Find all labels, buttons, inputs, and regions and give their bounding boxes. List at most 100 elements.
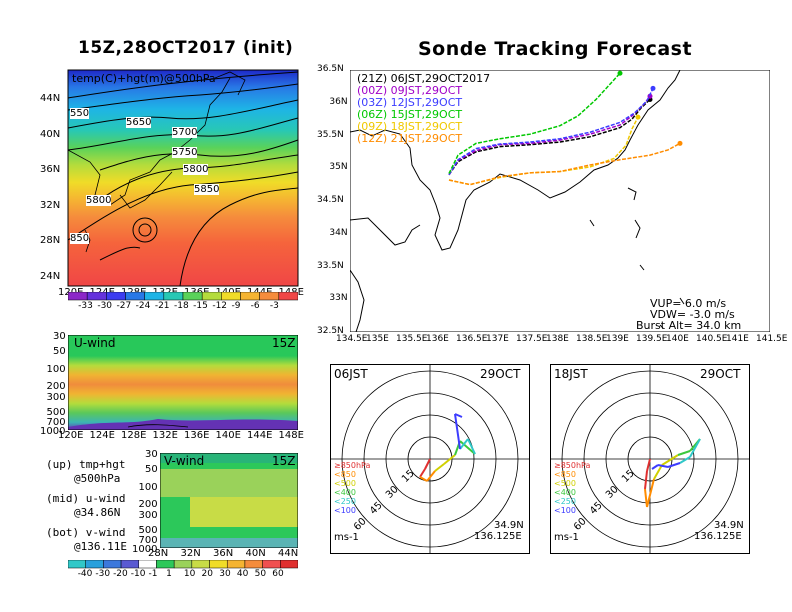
colorbar-label: -21 — [154, 301, 170, 311]
note-up-sub: @500hPa — [74, 472, 121, 485]
track-line-1 — [448, 95, 651, 176]
hodo-segment — [459, 440, 476, 455]
lon-tick-label: 141.5E — [756, 334, 788, 344]
lon-tick-label: 137E — [486, 334, 509, 344]
hodo-legend-entry: ≥850hPa — [554, 461, 591, 470]
colorbar-swatch — [226, 560, 246, 569]
colorbar-label: -12 — [212, 301, 228, 311]
map500-panel — [67, 69, 299, 287]
hodo-segment — [651, 464, 659, 470]
hodo-unit: ms-1 — [334, 532, 359, 543]
track-line-5 — [448, 142, 681, 186]
colorbar-swatch — [163, 292, 184, 301]
vwind-time: 15Z — [272, 454, 296, 468]
lon-tick-label: 139E — [606, 334, 629, 344]
hodograph-panel — [550, 364, 750, 554]
colorbar-label: -9 — [231, 301, 241, 311]
note-mid: (mid) u-wind — [46, 492, 126, 505]
lat-tick-label: 36N — [40, 164, 61, 175]
lat-tick-label: 33.5N — [317, 260, 344, 271]
lat-tick-label: 40N — [40, 128, 61, 140]
colorbar-swatch — [120, 560, 140, 569]
pressure-tick-label: 30 — [145, 449, 158, 460]
contour-label: 5800 — [86, 195, 112, 206]
hodo-segment — [679, 456, 691, 464]
hodo-segment — [426, 470, 436, 482]
colorbar-label: 50 — [254, 569, 267, 579]
hodo-segment — [644, 488, 648, 508]
colorbar-label: 40 — [236, 569, 249, 579]
hodo-legend-entry: <500 — [334, 479, 356, 488]
pressure-tick-label: 500 — [46, 407, 66, 418]
colorbar-swatch — [68, 560, 86, 569]
pressure-tick-label: 700 — [138, 535, 158, 546]
hodo-legend-entry: <400 — [554, 488, 576, 497]
hodo-segment — [657, 464, 669, 468]
lat-tick-label: 24N — [40, 270, 61, 282]
lon-tick-label: 136.5E — [456, 334, 488, 344]
map500-colorbar — [68, 292, 298, 301]
tracking-panel — [350, 70, 770, 332]
colorbar-label: -6 — [250, 301, 260, 311]
note-bot-sub: @136.11E — [74, 540, 127, 553]
note-up: (up) tmp+hgt — [46, 458, 126, 471]
lat-tick-label: 44N — [40, 93, 61, 104]
coastline — [350, 70, 685, 332]
colorbar-swatch — [262, 560, 281, 569]
pressure-tick-label: 500 — [138, 525, 158, 536]
lon-tick-label: 139.5E — [636, 334, 668, 344]
hodograph-panel — [330, 364, 530, 554]
hodo-lat: 34.9N — [714, 520, 744, 531]
colorbar-swatch — [191, 560, 210, 569]
lon-tick-label: 144E — [247, 430, 273, 441]
colorbar-label: -18 — [174, 301, 189, 311]
legend-entry: (06Z) 15JST,29OCT — [357, 108, 463, 121]
info-burst: Burst Alt= 34.0 km — [636, 319, 742, 332]
track-line-2 — [448, 88, 654, 176]
colorbar-swatch — [156, 560, 175, 569]
hodo-segment — [424, 458, 431, 470]
lat-tick-label: 28N — [40, 235, 61, 246]
hodo-segment — [644, 470, 648, 490]
lon-tick-label: 140E — [666, 334, 689, 344]
lon-tick-label: 148E — [278, 430, 304, 441]
hodo-legend-entry: <250 — [554, 497, 576, 506]
note-mid-sub: @34.86N — [74, 506, 121, 519]
vwind-colorbar — [68, 560, 298, 569]
hodo-legend-entry: <500 — [554, 479, 576, 488]
colorbar-swatch — [278, 292, 298, 301]
lat-tick-label: 33N — [329, 293, 348, 304]
hodo-date: 29OCT — [700, 367, 741, 381]
track-endpoint-2 — [650, 85, 656, 91]
lat-tick-label: 32.5N — [317, 326, 344, 336]
colorbar-label: -3 — [269, 301, 279, 311]
info-vdw: VDW= -3.0 m/s — [650, 308, 735, 321]
colorbar-swatch — [201, 292, 222, 301]
vwind-label: V-wind — [164, 454, 205, 468]
colorbar-label: -10 — [130, 569, 146, 579]
hodo-lat: 34.9N — [494, 520, 524, 531]
uwind-panel — [68, 335, 298, 430]
hodo-legend-entry: <100 — [334, 506, 356, 515]
hodo-segment — [419, 468, 426, 478]
hodo-date: 29OCT — [480, 367, 521, 381]
hodo-segment — [677, 450, 691, 456]
lat-tick-label: 44N — [278, 548, 299, 559]
colorbar-label: -1 — [148, 569, 158, 579]
colorbar-swatch — [182, 292, 203, 301]
lon-tick-label: 120E — [58, 430, 84, 441]
hodo-time: 18JST — [554, 367, 588, 381]
lat-tick-label: 36N — [329, 96, 348, 107]
lon-tick-label: 140E — [215, 430, 241, 441]
contour-label: 5650 — [126, 117, 152, 128]
lon-tick-label: 135.5E — [396, 334, 428, 344]
lat-tick-label: 34N — [329, 227, 348, 238]
colorbar-swatch — [144, 292, 165, 301]
hodo-segment — [653, 464, 663, 480]
vwind-panel — [160, 453, 298, 548]
tracking-title: Sonde Tracking Forecast — [418, 38, 693, 60]
pressure-tick-label: 100 — [138, 482, 158, 493]
lon-tick-label: 138.5E — [576, 334, 608, 344]
uwind-time: 15Z — [272, 336, 296, 350]
